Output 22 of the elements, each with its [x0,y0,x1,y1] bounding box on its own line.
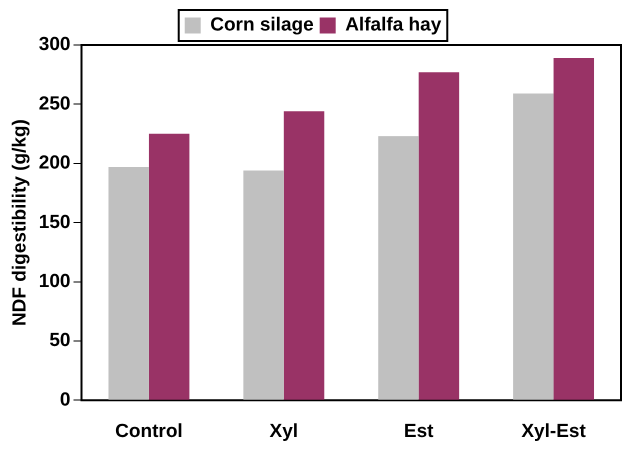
x-tick-label: Xyl [270,420,298,442]
bar [513,94,554,400]
bar [284,111,324,400]
x-tick-label: Xyl-Est [521,420,586,442]
y-axis-title: NDF digestibility (g/kg) [10,119,31,326]
x-tick-label: Control [115,420,183,442]
bar [243,170,284,400]
bar [108,166,149,400]
legend-label: Alfalfa hay [345,14,442,36]
bar [378,136,419,400]
y-tick-label: 150 [38,212,70,233]
y-tick-label: 100 [38,271,70,292]
bar [554,58,594,400]
y-tick-label: 50 [49,330,70,352]
y-tick-label: 300 [38,34,70,56]
bar [418,72,460,400]
bar [148,134,190,400]
x-tick-label: Est [404,420,434,442]
y-tick-label: 250 [38,93,70,114]
y-tick-label: 0 [60,389,70,410]
y-tick-label: 200 [38,152,70,174]
legend-label: Corn silage [210,14,314,36]
